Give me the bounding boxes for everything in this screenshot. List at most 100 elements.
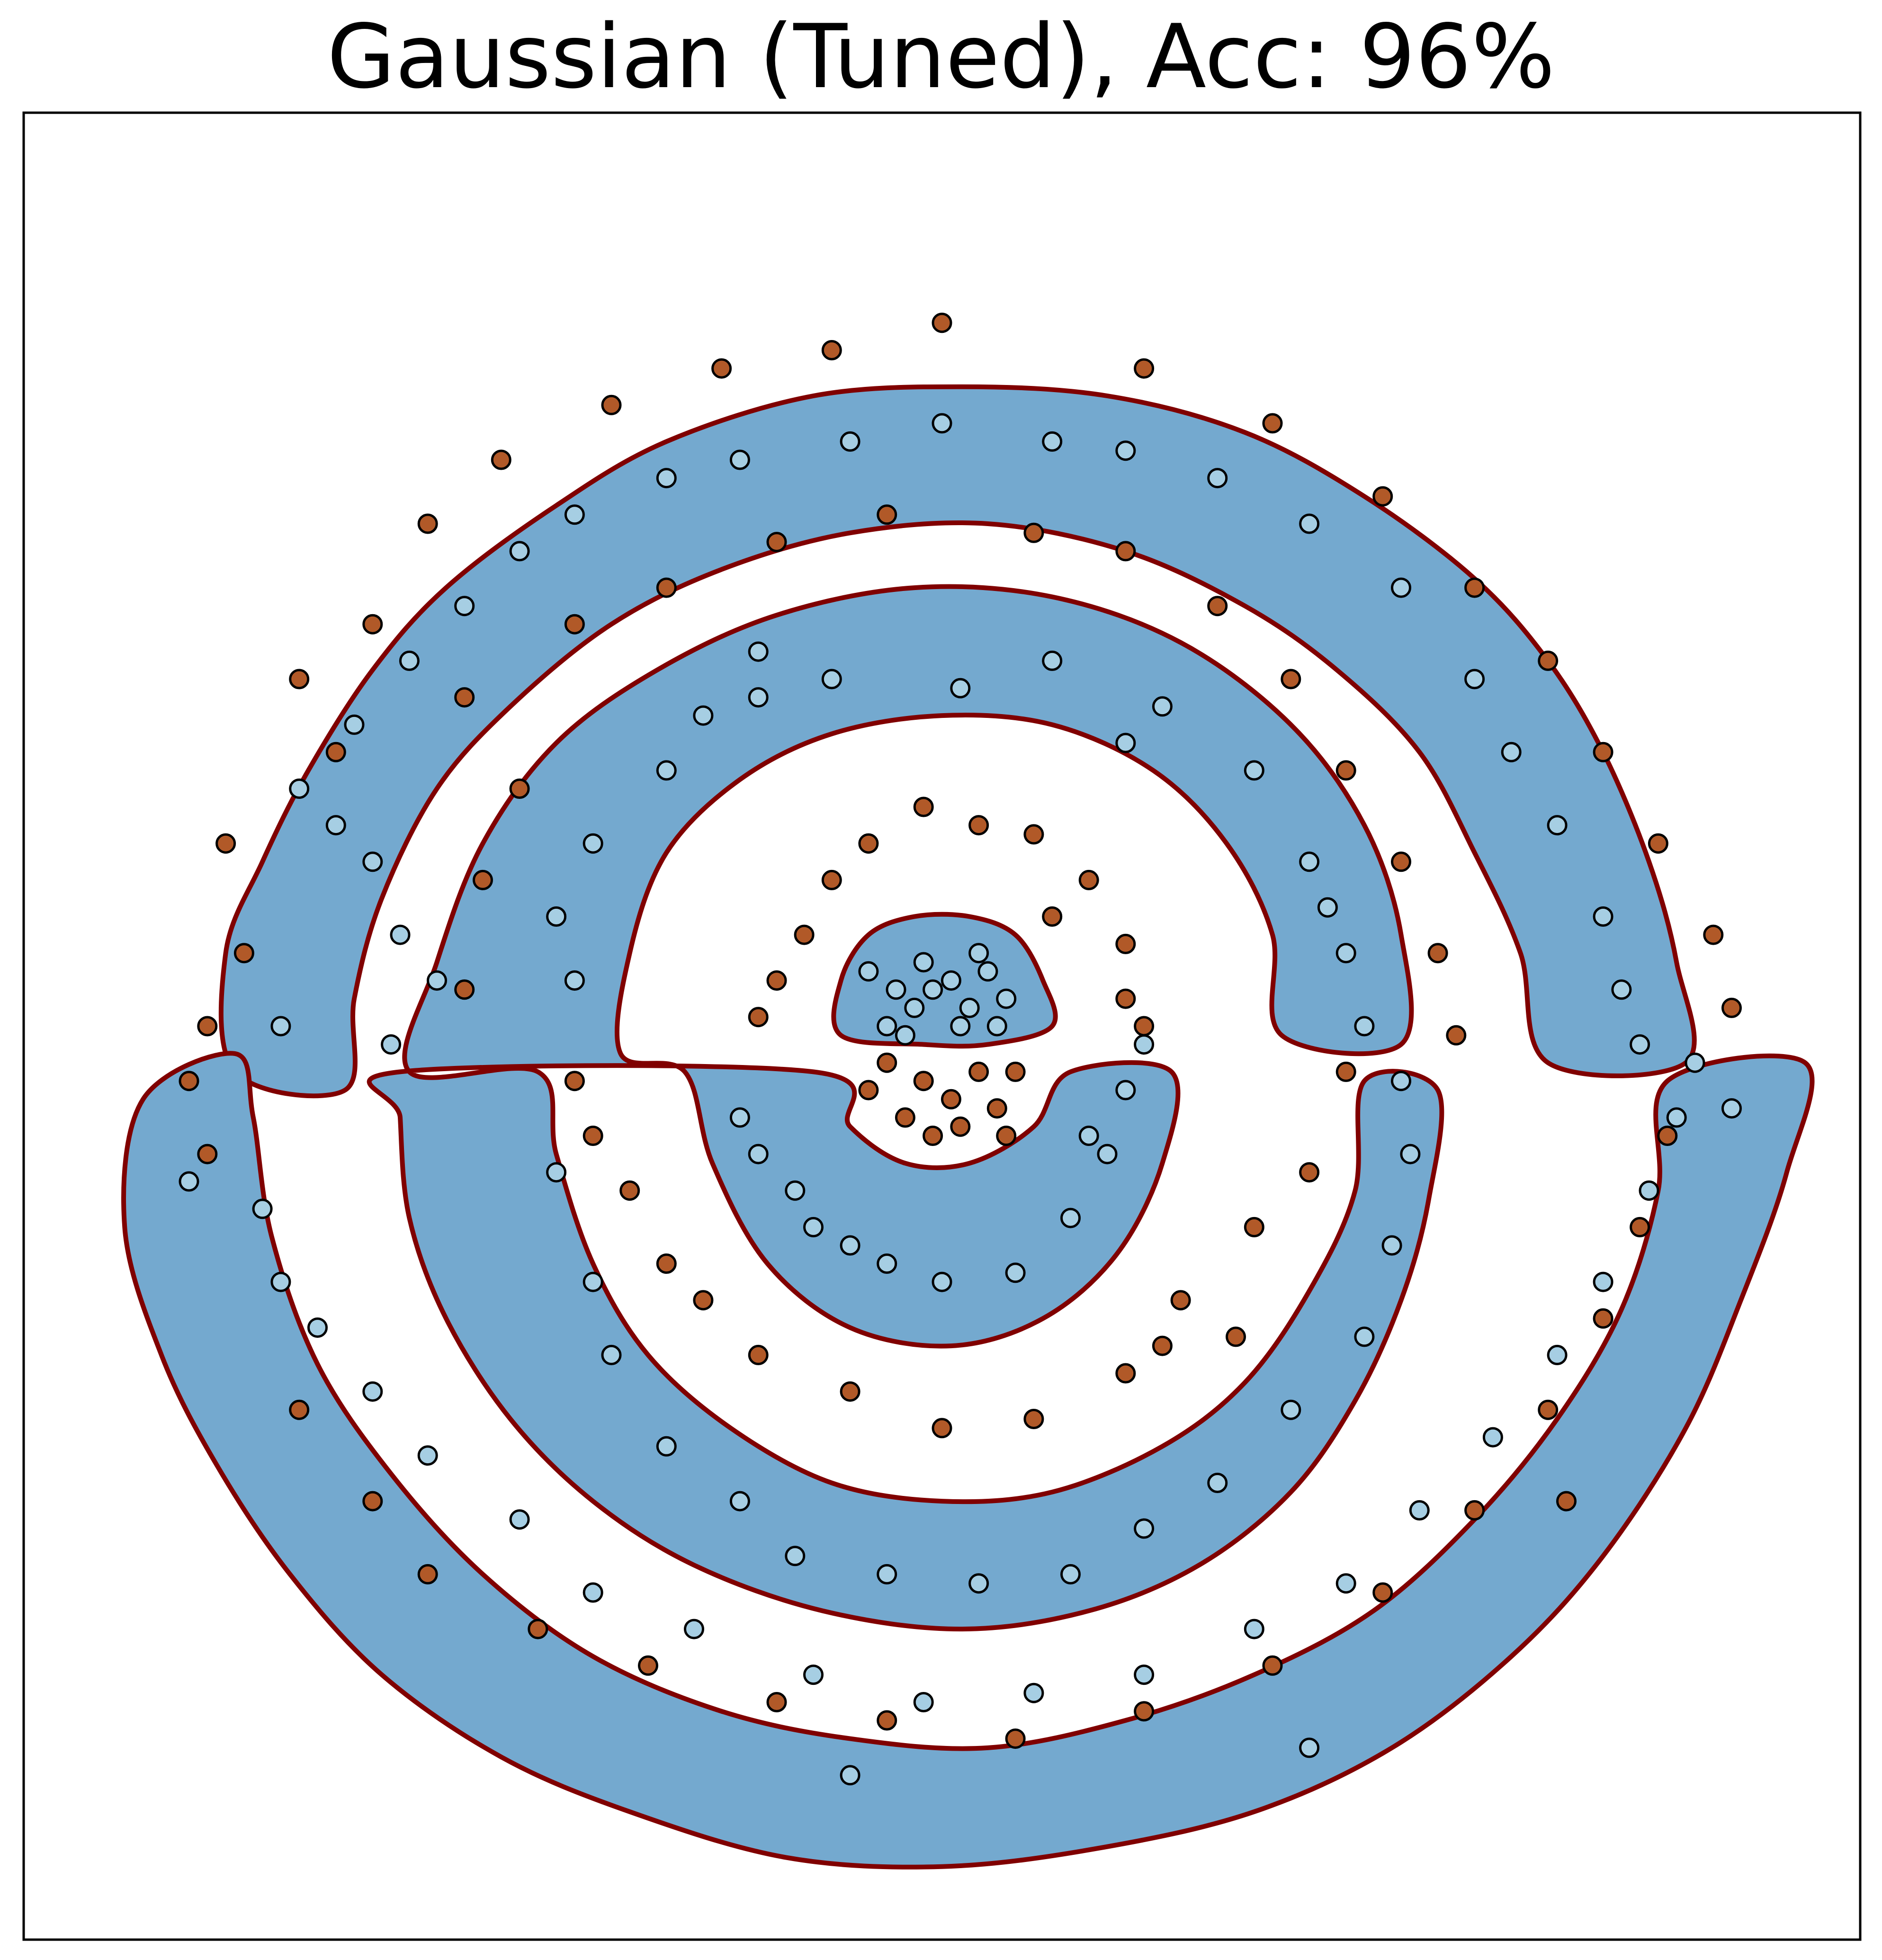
data-point-dark [509, 779, 530, 799]
data-point-light [684, 1619, 704, 1639]
data-point-dark [932, 313, 952, 333]
data-point-dark [1134, 1701, 1155, 1722]
data-point-light [729, 1107, 750, 1128]
chart-title: Gaussian (Tuned), Acc: 96% [327, 5, 1555, 108]
data-point-dark [711, 358, 732, 379]
data-point-dark [968, 815, 989, 836]
data-point-dark [1042, 906, 1063, 927]
data-point-light [729, 1491, 750, 1512]
data-point-light [1611, 979, 1632, 1000]
data-point-light [252, 1199, 273, 1219]
data-point-dark [454, 687, 475, 708]
data-point-light [913, 1692, 934, 1712]
data-point-light [390, 924, 411, 945]
data-point-light [509, 1509, 530, 1530]
data-point-dark [1134, 1016, 1155, 1037]
data-point-dark [932, 1418, 952, 1439]
data-point-light [509, 541, 530, 562]
data-point-dark [454, 979, 475, 1000]
data-point-dark [638, 1655, 658, 1676]
data-point-dark [289, 1399, 310, 1420]
data-point-dark [1593, 742, 1613, 762]
data-point-dark [1226, 1326, 1246, 1347]
data-point-dark [986, 1098, 1007, 1119]
data-point-light [858, 961, 879, 982]
data-point-light [1134, 1665, 1155, 1685]
data-point-light [748, 1144, 769, 1164]
data-point-dark [1721, 997, 1742, 1018]
data-point-dark [1464, 577, 1485, 598]
data-point-light [601, 1344, 622, 1365]
data-point-light [1115, 440, 1136, 461]
data-point-light [986, 1016, 1007, 1037]
data-point-light [656, 468, 677, 489]
data-point-dark [1115, 541, 1136, 562]
data-point-light [923, 979, 943, 1000]
data-point-dark [1299, 1162, 1320, 1183]
data-point-light [877, 1016, 897, 1037]
data-point-dark [1244, 1217, 1264, 1237]
data-point-dark [1134, 358, 1155, 379]
data-point-light [840, 431, 860, 452]
data-point-dark [656, 1253, 677, 1274]
data-point-dark [968, 1061, 989, 1082]
data-point-dark [1648, 833, 1668, 854]
data-point-dark [1262, 1655, 1283, 1676]
data-point-light [1354, 1326, 1375, 1347]
data-point-dark [1115, 1363, 1136, 1384]
data-point-dark [491, 449, 511, 470]
data-point-light [1207, 1473, 1228, 1493]
data-point-light [1630, 1034, 1650, 1055]
data-point-light [877, 1564, 897, 1584]
data-point-light [803, 1665, 824, 1685]
data-point-light [932, 1271, 952, 1292]
data-point-dark [941, 1089, 961, 1110]
data-point-dark [1372, 486, 1393, 507]
data-point-dark [821, 340, 842, 360]
data-points [179, 313, 1742, 1786]
data-point-light [1547, 1344, 1568, 1365]
data-point-light [1042, 431, 1063, 452]
data-point-dark [528, 1619, 548, 1639]
data-point-light [1299, 513, 1320, 534]
data-point-light [977, 961, 998, 982]
data-point-dark [748, 1344, 769, 1365]
data-point-dark [1372, 1582, 1393, 1603]
data-point-dark [1657, 1126, 1678, 1146]
data-point-light [1299, 851, 1320, 872]
data-point-dark [197, 1144, 218, 1164]
data-point-light [840, 1765, 860, 1786]
data-point-light [748, 641, 769, 662]
data-point-dark [693, 1290, 714, 1311]
data-point-dark [1556, 1491, 1577, 1512]
data-point-dark [1023, 1409, 1044, 1429]
data-point-light [1005, 1262, 1026, 1283]
data-point-light [913, 952, 934, 973]
data-point-dark [417, 1564, 438, 1584]
data-point-light [1391, 577, 1411, 598]
data-point-light [1335, 943, 1356, 964]
data-point-dark [1115, 988, 1136, 1009]
data-point-dark [197, 1016, 218, 1037]
data-point-light [289, 779, 310, 799]
data-point-light [270, 1016, 291, 1037]
data-point-light [1666, 1107, 1687, 1128]
data-point-light [729, 449, 750, 470]
data-point-dark [1538, 650, 1559, 671]
data-point-dark [1464, 1500, 1485, 1521]
data-point-light [1593, 906, 1613, 927]
data-point-light [1078, 1126, 1099, 1146]
data-point-dark [1593, 1308, 1613, 1329]
data-point-light [564, 970, 585, 991]
data-point-dark [325, 742, 346, 762]
data-point-light [546, 906, 567, 927]
data-point-light [1115, 1080, 1136, 1101]
data-point-light [996, 988, 1017, 1009]
data-point-dark [748, 1007, 769, 1028]
data-point-light [1335, 1573, 1356, 1594]
data-point-dark [895, 1107, 915, 1128]
data-point-light [1244, 1619, 1264, 1639]
data-point-dark [564, 614, 585, 635]
data-point-light [1482, 1427, 1503, 1448]
